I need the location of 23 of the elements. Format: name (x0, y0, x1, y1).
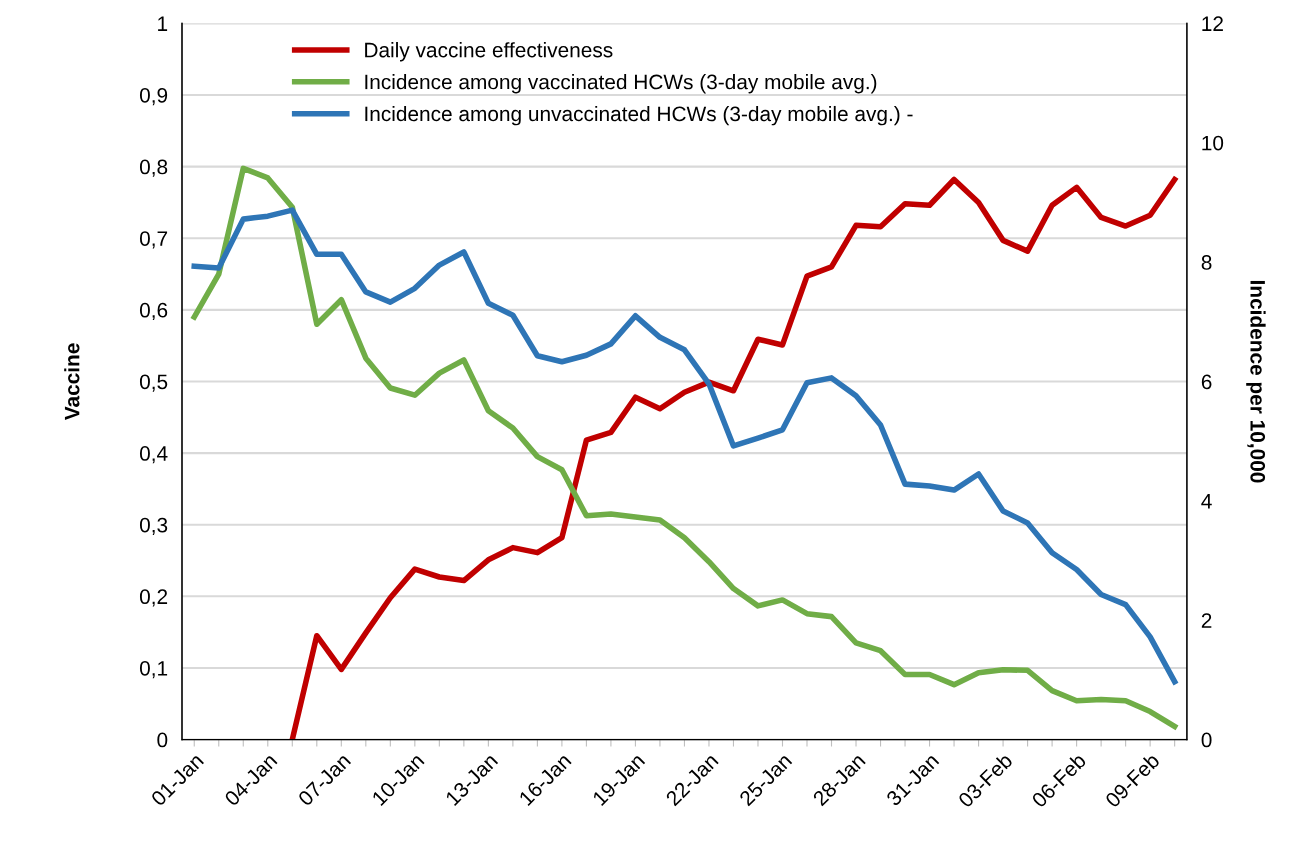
y2-tick-label: 0 (1201, 732, 1212, 748)
y2-tick-label: 2 (1201, 613, 1212, 628)
y-tick-label: 1 (158, 16, 168, 31)
y2-tick-label: 4 (1201, 494, 1212, 509)
y-tick-label: 0,2 (139, 589, 168, 607)
y2-tick-label: 12 (1202, 16, 1223, 31)
y-tick-label: 0,1 (139, 660, 168, 679)
y-tick-label: 0,3 (139, 517, 168, 535)
y-tick-label: 0,4 (139, 446, 168, 464)
y2-axis-title: Incidence per 10,000 (1246, 280, 1266, 483)
y-tick-label: 0,6 (139, 302, 168, 321)
y2-tick-label: 8 (1201, 255, 1212, 270)
y-tick-label: 0,8 (139, 159, 168, 177)
legend-label: Daily vaccine effectiveness (365, 42, 613, 62)
y-tick-label: 0,5 (139, 374, 168, 392)
y-tick-label: 0 (157, 732, 168, 748)
y-tick-label: 0,9 (139, 87, 168, 106)
legend-label: Incidence among vaccinated HCWs (3-day mobile avg.) (365, 74, 877, 94)
legend-label: Incidence among unvaccinated HCWs (3-day mobile avg.) - (365, 105, 913, 126)
y2-tick-label: 10 (1202, 135, 1224, 151)
y2-tick-label: 6 (1201, 374, 1212, 390)
y-axis-title: Vaccine (64, 343, 80, 421)
y-tick-label: 0,7 (139, 231, 168, 249)
